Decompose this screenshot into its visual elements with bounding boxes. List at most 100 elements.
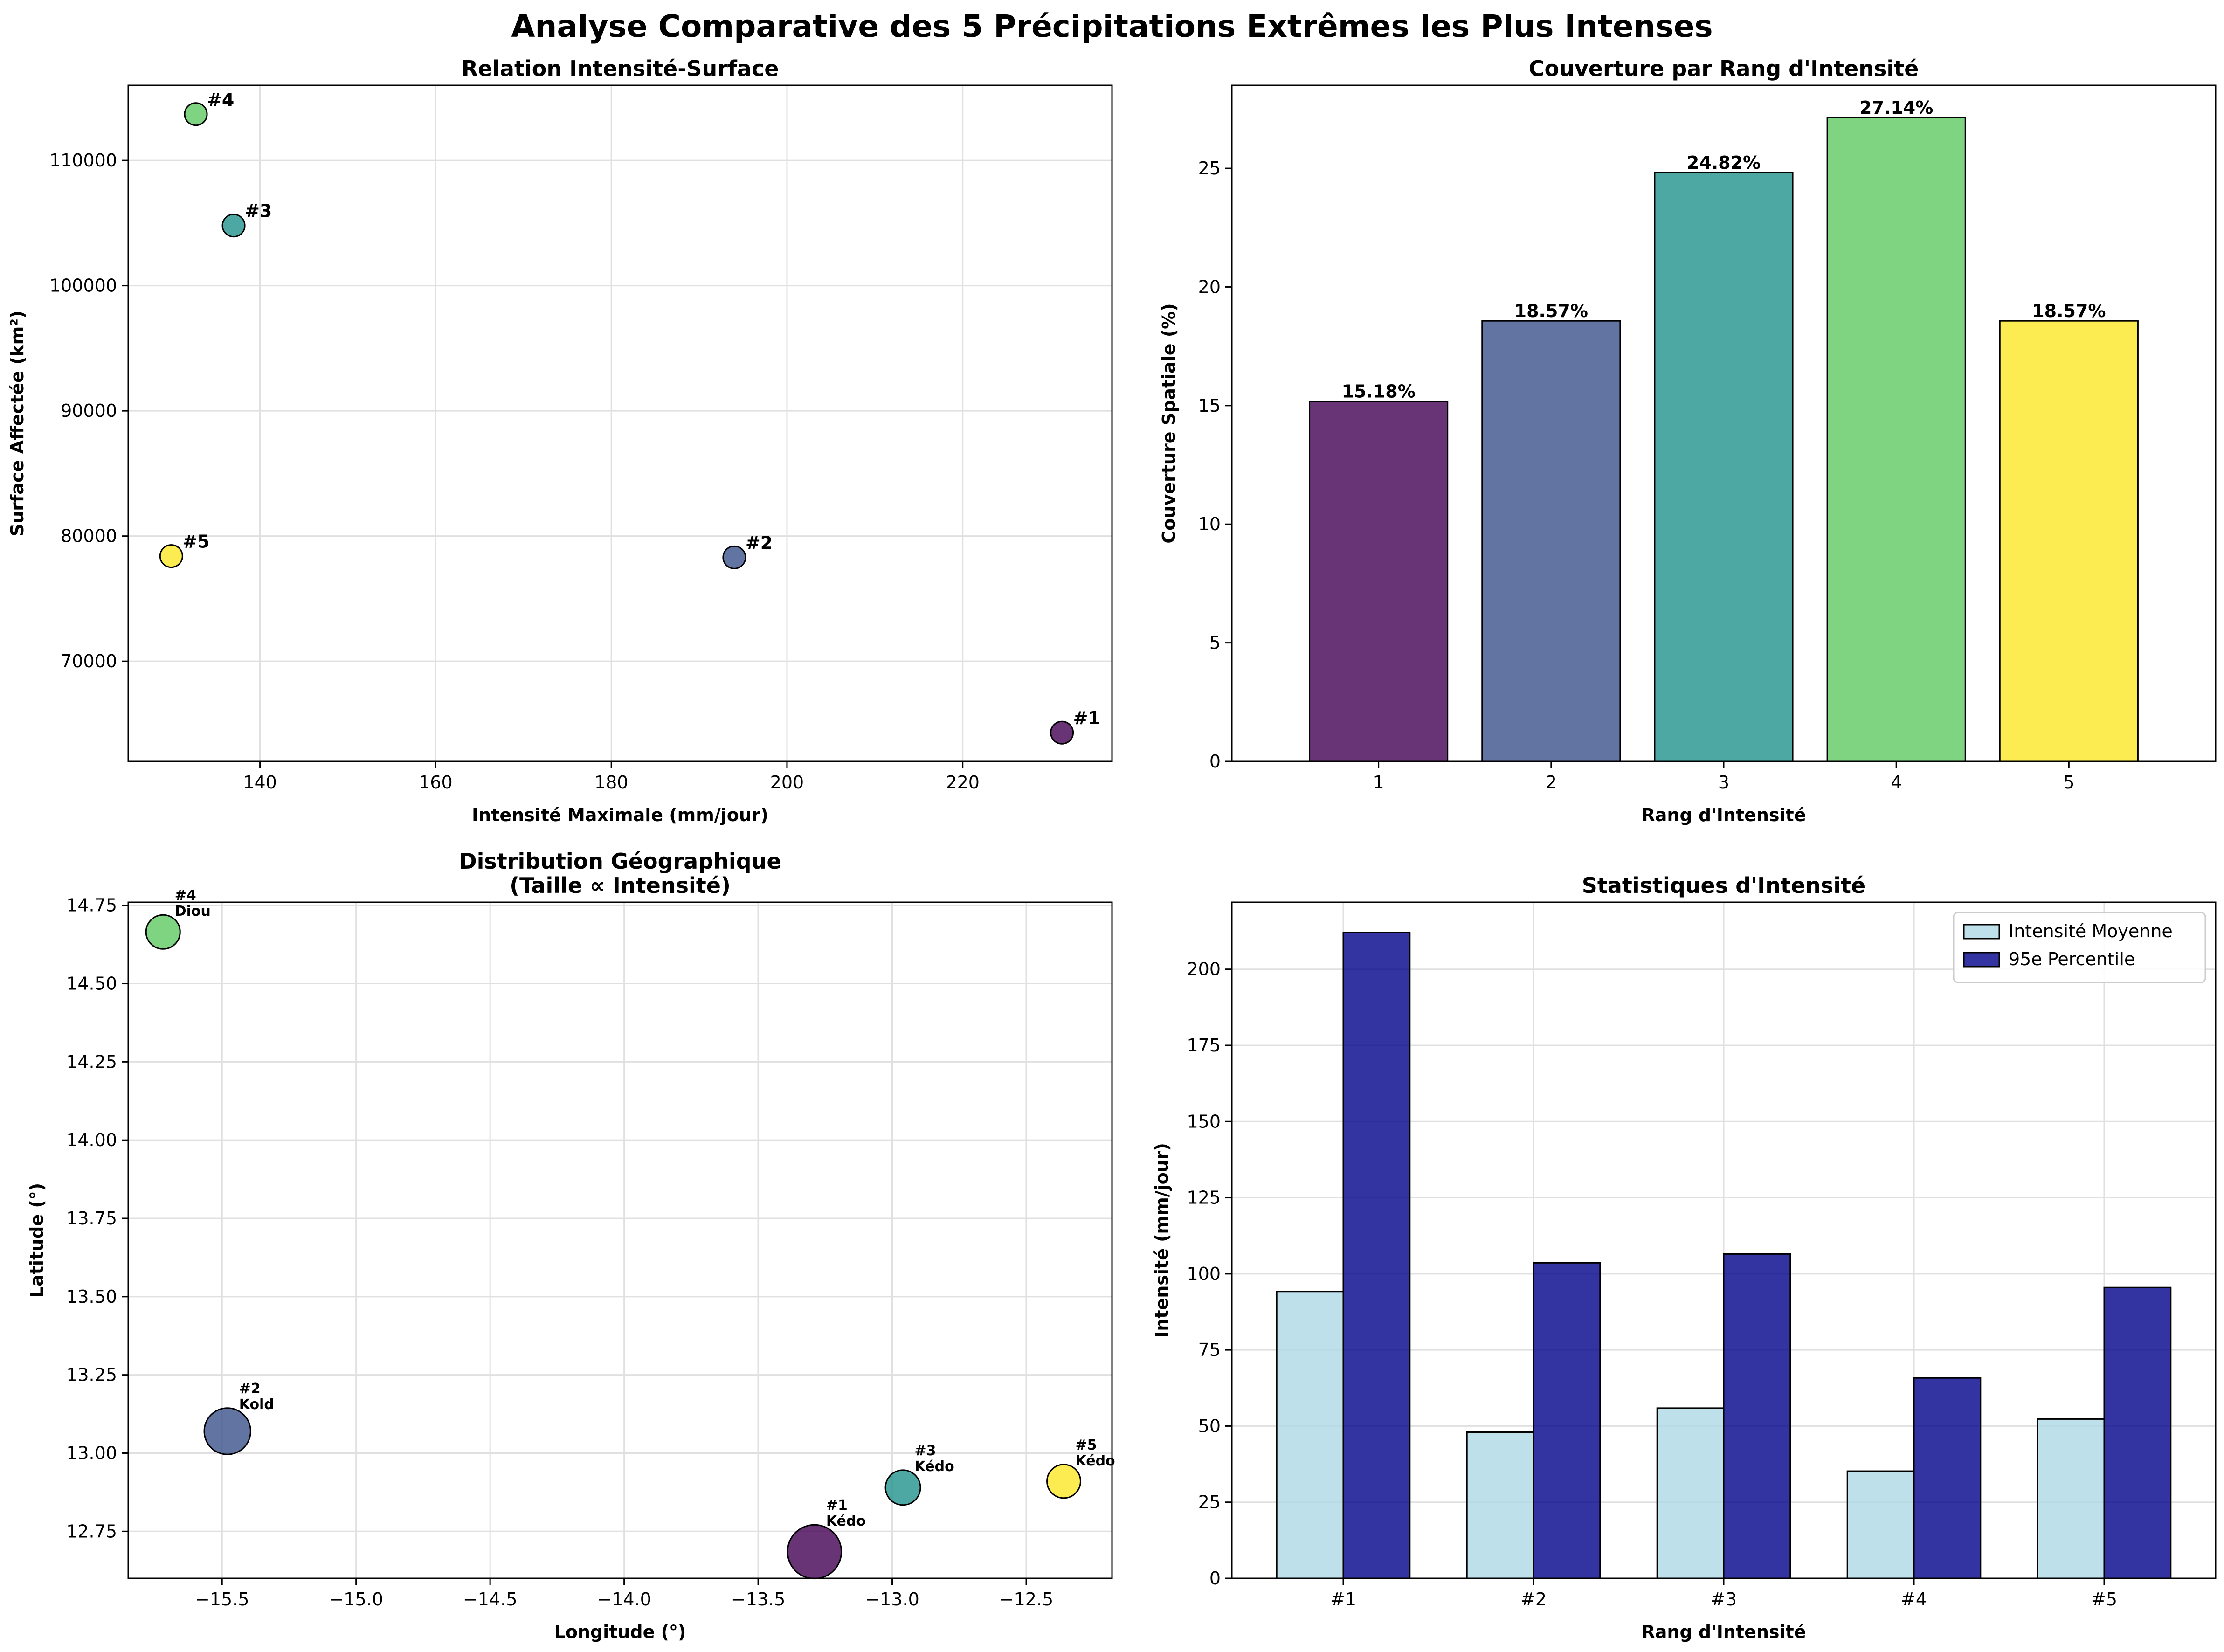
x-tick-label: 1 bbox=[1373, 772, 1384, 793]
x-tick-label: 220 bbox=[946, 772, 980, 793]
bar-value-label: 15.18% bbox=[1342, 381, 1416, 402]
geo-point-place-label: Kédo bbox=[826, 1513, 866, 1529]
geo-point-place-label: Kold bbox=[239, 1396, 274, 1413]
y-tick-label: 90000 bbox=[61, 401, 117, 421]
x-axis-label: Rang d'Intensité bbox=[1642, 805, 1806, 825]
geo-point bbox=[145, 914, 181, 950]
bar-value-label: 18.57% bbox=[2032, 301, 2106, 321]
legend-box bbox=[1953, 912, 2206, 983]
geo-point-place-label: Kédo bbox=[1076, 1453, 1115, 1469]
x-tick-label: 5 bbox=[2063, 772, 2074, 793]
y-axis-label: Surface Affectée (km²) bbox=[7, 311, 28, 537]
panel-title: Distribution Géographique bbox=[459, 849, 781, 874]
coverage-bar bbox=[1481, 320, 1621, 762]
y-tick-label: 200 bbox=[1187, 959, 1221, 980]
x-tick-label: #1 bbox=[1330, 1589, 1356, 1610]
y-tick-label: 10 bbox=[1198, 514, 1221, 534]
geo-point bbox=[787, 1524, 843, 1580]
y-tick-label: 25 bbox=[1198, 1492, 1221, 1513]
mean-intensity-bar bbox=[1466, 1431, 1534, 1579]
bar-value-label: 24.82% bbox=[1687, 152, 1761, 173]
intensity-surface-scatter: #1 #2 #3 #4 #5 140 160 180 200 220 70000 80000 90000… bbox=[7, 56, 1113, 825]
y-axis-label: Intensité (mm/jour) bbox=[1152, 1143, 1172, 1338]
figure-title: Analyse Comparative des 5 Précipitations… bbox=[511, 8, 1713, 44]
percentile-95-bar bbox=[1342, 932, 1411, 1579]
geo-point-rank-label: #1 bbox=[826, 1497, 848, 1514]
x-tick-label: 180 bbox=[594, 772, 629, 793]
x-axis-label: Intensité Maximale (mm/jour) bbox=[472, 805, 768, 825]
geo-point-place-label: Kédo bbox=[915, 1458, 954, 1475]
y-tick-label: 100 bbox=[1187, 1264, 1221, 1284]
y-tick-label: 25 bbox=[1198, 158, 1221, 179]
y-tick-label: 75 bbox=[1198, 1340, 1221, 1360]
x-tick-label: #3 bbox=[1711, 1589, 1737, 1610]
y-axis-label: Latitude (°) bbox=[27, 1183, 47, 1298]
y-tick-label: 175 bbox=[1187, 1035, 1221, 1056]
percentile-95-bar bbox=[1723, 1253, 1791, 1579]
plot-area bbox=[128, 85, 1112, 761]
y-tick-label: 150 bbox=[1187, 1111, 1221, 1132]
y-tick-label: 110000 bbox=[49, 150, 117, 171]
mean-intensity-bar bbox=[1656, 1407, 1725, 1579]
x-axis-label: Rang d'Intensité bbox=[1642, 1622, 1806, 1642]
x-tick-label: #4 bbox=[1901, 1589, 1927, 1610]
bar-value-label: 18.57% bbox=[1514, 301, 1588, 321]
y-tick-label: 0 bbox=[1209, 1568, 1221, 1589]
y-tick-label: 125 bbox=[1187, 1188, 1221, 1208]
x-tick-label: 140 bbox=[243, 772, 277, 793]
bar-value-label: 27.14% bbox=[1859, 97, 1933, 118]
x-tick-label: 3 bbox=[1718, 772, 1729, 793]
y-tick-label: 50 bbox=[1198, 1416, 1221, 1436]
coverage-bar-chart: 15.18% 18.57% 24.82% 27.14% 18.57% 1 2 3 4 5 0 5 10 1… bbox=[1159, 56, 2217, 825]
geo-point-rank-label: #4 bbox=[175, 887, 196, 904]
axes-frame bbox=[127, 84, 1113, 762]
x-tick-label: #5 bbox=[2091, 1589, 2117, 1610]
y-tick-label: 20 bbox=[1198, 276, 1221, 297]
geo-point-rank-label: #3 bbox=[915, 1443, 936, 1459]
y-tick-label: 14.75 bbox=[66, 895, 117, 916]
geo-point bbox=[203, 1407, 251, 1455]
mean-intensity-bar bbox=[1276, 1291, 1344, 1579]
x-tick-label: 160 bbox=[419, 772, 453, 793]
x-tick-label: 200 bbox=[770, 772, 804, 793]
point-label: #2 bbox=[746, 532, 773, 553]
x-tick-label: −12.5 bbox=[999, 1589, 1053, 1610]
y-tick-label: 0 bbox=[1209, 751, 1221, 772]
legend: Intensité Moyenne 95e Percentile bbox=[1953, 912, 2206, 983]
percentile-95-bar bbox=[2103, 1286, 2172, 1579]
coverage-bar bbox=[1309, 401, 1449, 762]
x-tick-label: −14.5 bbox=[463, 1589, 517, 1610]
point-label: #5 bbox=[182, 532, 209, 552]
y-tick-label: 5 bbox=[1209, 633, 1221, 653]
panel-title: Couverture par Rang d'Intensité bbox=[1529, 56, 1919, 81]
geo-point bbox=[884, 1469, 921, 1506]
mean-intensity-bar bbox=[2037, 1418, 2105, 1579]
coverage-bar bbox=[1654, 172, 1794, 762]
point-label: #1 bbox=[1073, 708, 1100, 728]
scatter-point bbox=[159, 544, 183, 568]
x-tick-label: 4 bbox=[1891, 772, 1902, 793]
x-tick-label: −15.5 bbox=[195, 1589, 249, 1610]
geo-point-place-label: Diou bbox=[175, 903, 211, 919]
y-tick-label: 14.00 bbox=[66, 1130, 117, 1150]
y-axis-label: Couverture Spatiale (%) bbox=[1159, 303, 1179, 543]
scatter-point bbox=[221, 214, 246, 238]
legend-label: Intensité Moyenne bbox=[2009, 921, 2173, 941]
y-tick-label: 100000 bbox=[49, 276, 117, 296]
coverage-bar bbox=[1826, 117, 1966, 762]
point-label: #4 bbox=[207, 90, 234, 110]
y-tick-label: 70000 bbox=[61, 651, 117, 671]
y-tick-label: 13.50 bbox=[66, 1286, 117, 1307]
panel-title: Relation Intensité-Surface bbox=[462, 56, 779, 81]
y-tick-label: 13.25 bbox=[66, 1365, 117, 1385]
geo-point-rank-label: #2 bbox=[239, 1381, 261, 1397]
scatter-point bbox=[1050, 720, 1074, 745]
x-tick-label: 2 bbox=[1546, 772, 1557, 793]
y-tick-label: 15 bbox=[1198, 395, 1221, 416]
x-tick-label: −13.0 bbox=[865, 1589, 919, 1610]
legend-swatch bbox=[1963, 952, 2000, 968]
scatter-point bbox=[722, 545, 746, 569]
y-tick-label: 14.25 bbox=[66, 1051, 117, 1072]
coverage-bar bbox=[1999, 320, 2139, 762]
